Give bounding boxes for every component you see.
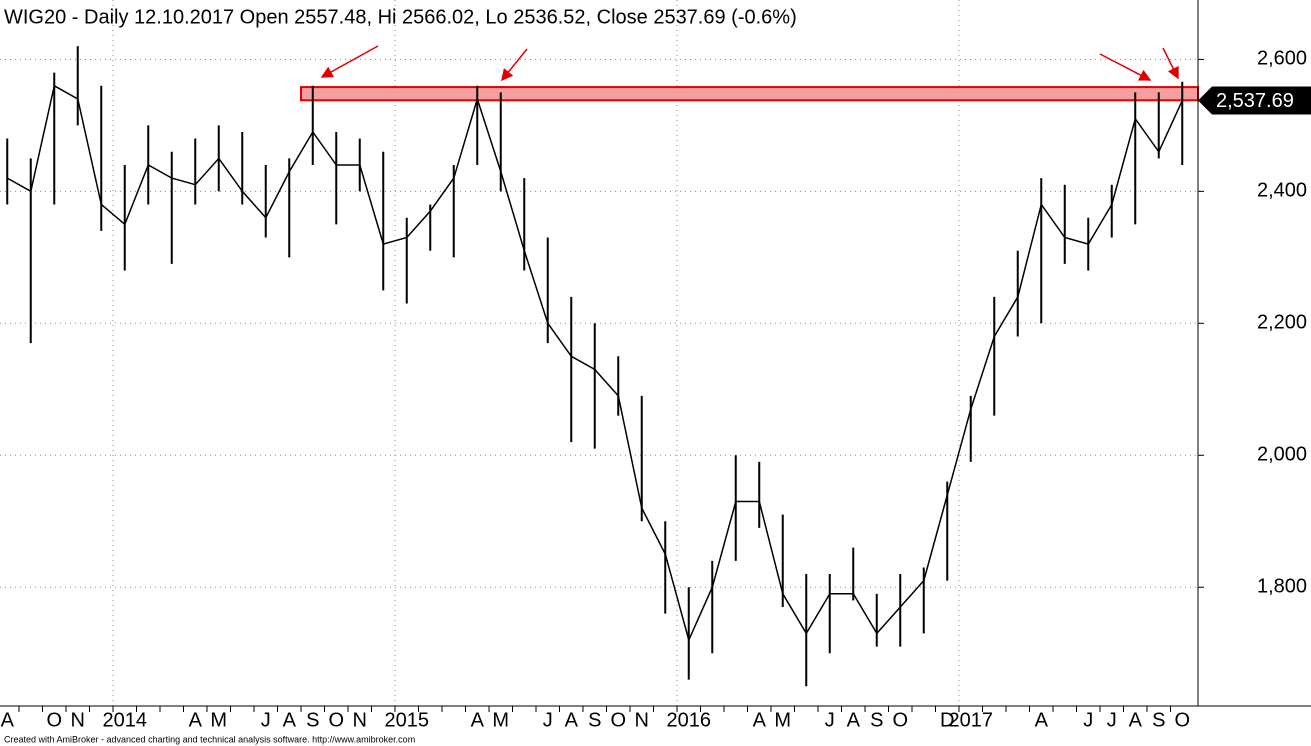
x-tick-label: N (353, 709, 367, 731)
x-tick-label: O (1174, 709, 1190, 731)
x-tick-label: N (71, 709, 85, 731)
x-tick-label: S (1152, 709, 1165, 731)
x-tick-label: N (635, 709, 649, 731)
arrow (320, 45, 379, 78)
x-tick-label: S (588, 709, 601, 731)
x-tick-label: A (471, 709, 485, 731)
close-line (6, 84, 1183, 643)
x-tick-label: J (1083, 709, 1093, 731)
arrow (501, 48, 528, 82)
x-tick-label: A (283, 709, 297, 731)
x-tick-label: D (940, 709, 954, 731)
x-tick-label: S (870, 709, 883, 731)
x-tick-label: A (1129, 709, 1143, 731)
x-tick-label: O (328, 709, 344, 731)
x-tick-label: 2017 (949, 709, 994, 731)
x-tick-label: O (892, 709, 908, 731)
x-tick-label: A (189, 709, 203, 731)
y-tick-label: 1,800 (1257, 576, 1307, 598)
x-tick-label: M (492, 709, 509, 731)
y-tick-label: 2,000 (1257, 444, 1307, 466)
x-tick-label: J (543, 709, 553, 731)
x-tick-label: A (1, 709, 15, 731)
resistance-zone (300, 86, 1199, 102)
last-value-marker (1198, 86, 1311, 115)
x-tick-label: J (1107, 709, 1117, 731)
x-tick-label: A (1035, 709, 1049, 731)
arrow (1099, 53, 1152, 81)
x-tick-label: A (847, 709, 861, 731)
x-tick-label: J (825, 709, 835, 731)
x-tick-label: M (210, 709, 227, 731)
x-tick-label: 2014 (103, 709, 148, 731)
x-tick-label: 2016 (667, 709, 712, 731)
y-tick-label: 2,600 (1257, 48, 1307, 70)
y-tick-label: 2,400 (1257, 180, 1307, 202)
chart-title: WIG20 - Daily 12.10.2017 Open 2557.48, H… (4, 6, 797, 28)
x-tick-label: S (306, 709, 319, 731)
last-value-label: 2,537.69 (1216, 90, 1294, 112)
arrow (1162, 47, 1179, 80)
x-tick-label: O (46, 709, 62, 731)
x-tick-label: O (610, 709, 626, 731)
x-tick-label: J (261, 709, 271, 731)
x-tick-label: A (565, 709, 579, 731)
plot-area (0, 0, 1199, 706)
arrows (320, 45, 1179, 82)
x-tick-label: M (774, 709, 791, 731)
y-tick-label: 2,200 (1257, 312, 1307, 334)
x-tick-label: 2015 (385, 709, 430, 731)
footer: Created with AmiBroker - advanced charti… (4, 734, 415, 744)
x-tick-label: A (753, 709, 767, 731)
